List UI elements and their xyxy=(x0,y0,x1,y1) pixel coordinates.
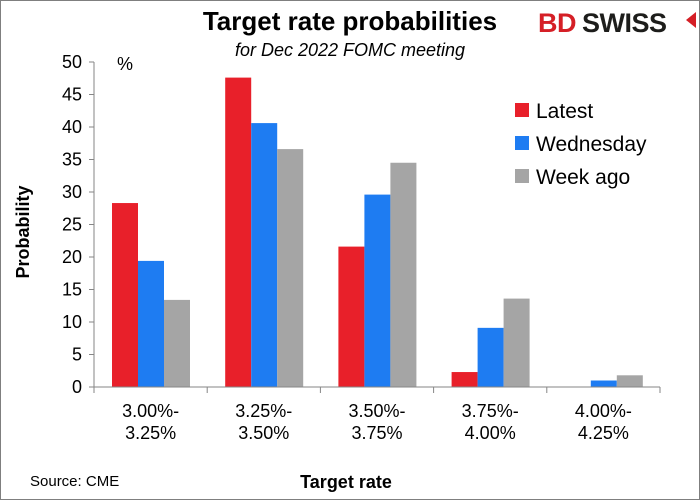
y-tick-label: 10 xyxy=(62,312,82,332)
y-tick-label: 50 xyxy=(62,52,82,72)
x-tick-label: 3.75% xyxy=(351,423,402,443)
y-tick-label: 5 xyxy=(72,345,82,365)
bar-latest-0 xyxy=(112,203,138,387)
bar-week-ago-3 xyxy=(503,298,530,387)
bar-latest-3 xyxy=(451,372,478,387)
brand-logo-bd: BD xyxy=(538,8,577,38)
x-tick-label: 3.50% xyxy=(238,423,289,443)
legend-swatch-wednesday xyxy=(515,136,529,150)
source-note: Source: CME xyxy=(30,473,120,490)
brand-arrow-icon xyxy=(686,12,696,28)
x-tick-label: 3.75%- xyxy=(462,401,519,421)
x-tick-label: 4.00% xyxy=(465,423,516,443)
bar-latest-1 xyxy=(225,77,252,387)
y-tick-label: 0 xyxy=(72,377,82,397)
bars-group xyxy=(112,77,643,387)
bar-wednesday-2 xyxy=(364,194,391,387)
bar-wednesday-0 xyxy=(138,260,164,387)
x-tick-label: 3.50%- xyxy=(348,401,405,421)
bar-latest-2 xyxy=(338,246,365,387)
y-ticks-group: 0 5 10 15 20 25 30 35 40 45 50 xyxy=(62,52,94,397)
bar-week-ago-4 xyxy=(616,375,643,387)
legend-label-latest: Latest xyxy=(536,100,593,123)
y-tick-label: 15 xyxy=(62,280,82,300)
y-tick-label: 35 xyxy=(62,150,82,170)
y-axis-title: Probability xyxy=(13,185,33,278)
legend-label-week-ago: Week ago xyxy=(536,166,630,189)
x-tick-label: 4.00%- xyxy=(575,401,632,421)
y-tick-label: 40 xyxy=(62,117,82,137)
y-tick-label: 25 xyxy=(62,215,82,235)
bar-wednesday-4 xyxy=(590,380,617,387)
bar-wednesday-3 xyxy=(477,327,504,387)
legend-label-wednesday: Wednesday xyxy=(536,133,647,156)
x-tick-label: 3.00%- xyxy=(122,401,179,421)
x-tick-label: 3.25%- xyxy=(235,401,292,421)
y-tick-label: 30 xyxy=(62,182,82,202)
legend-swatch-week-ago xyxy=(515,169,529,183)
y-unit-label: % xyxy=(117,54,133,74)
chart-title: Target rate probabilities xyxy=(202,6,498,36)
bar-week-ago-0 xyxy=(164,299,190,387)
brand-logo: BD SWISS xyxy=(538,8,696,39)
bar-week-ago-1 xyxy=(277,149,304,387)
brand-logo-swiss: SWISS xyxy=(582,8,667,38)
bar-wednesday-1 xyxy=(251,123,278,387)
legend-swatch-latest xyxy=(515,103,529,117)
legend: Latest Wednesday Week ago xyxy=(515,100,647,189)
x-tick-label: 4.25% xyxy=(578,423,629,443)
x-categories-group: 3.00%-3.25%3.25%-3.50%3.50%-3.75%3.75%-4… xyxy=(122,401,632,443)
y-tick-label: 20 xyxy=(62,247,82,267)
chart-subtitle: for Dec 2022 FOMC meeting xyxy=(234,40,466,60)
x-axis-title: Target rate xyxy=(300,472,392,492)
bar-week-ago-2 xyxy=(390,162,417,387)
x-tick-label: 3.25% xyxy=(125,423,176,443)
y-tick-label: 45 xyxy=(62,85,82,105)
